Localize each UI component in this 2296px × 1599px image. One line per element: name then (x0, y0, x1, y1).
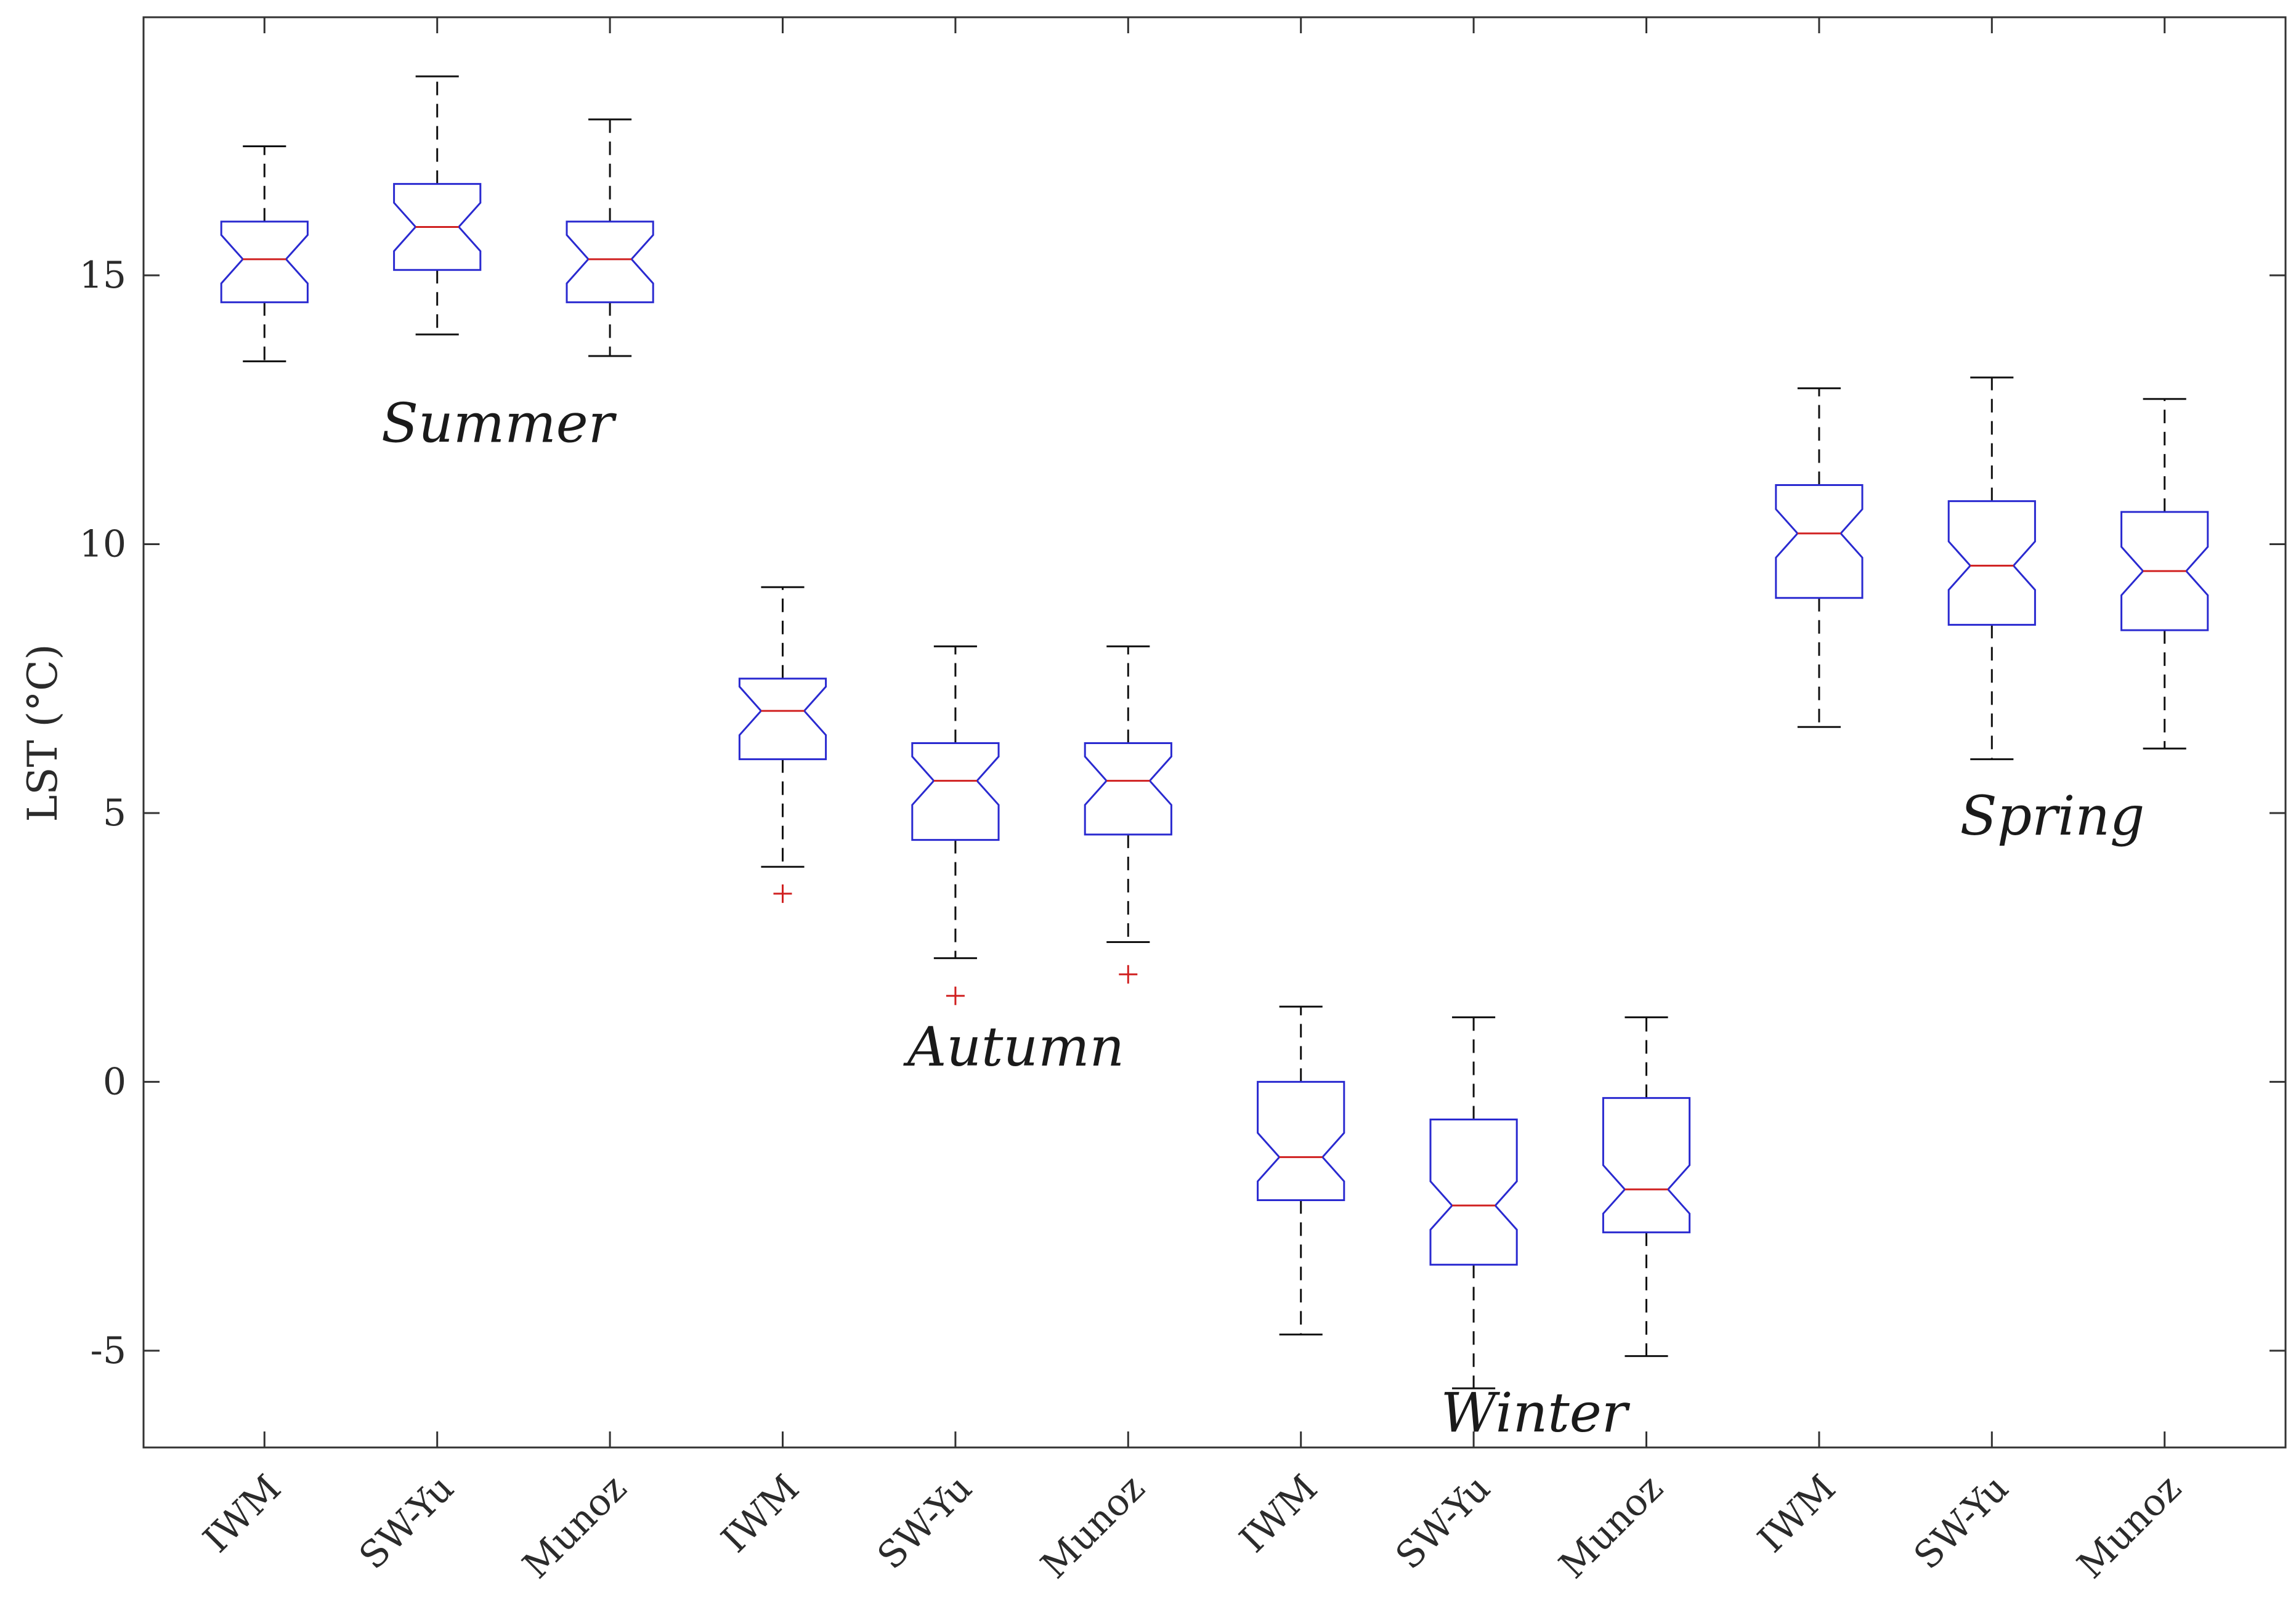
y-tick-label: 10 (79, 522, 126, 565)
x-tick-label: IWM (713, 1467, 808, 1561)
box-winter-iwm (1257, 1005, 1345, 1336)
box-winter-munoz (1602, 1016, 1691, 1358)
boxes-layer (220, 75, 2209, 1390)
x-tick-label: Munoz (514, 1467, 635, 1587)
box-summer-iwm (220, 145, 309, 363)
box-summer-sw-yu (393, 75, 482, 336)
x-tick-label: IWM (1231, 1467, 1326, 1561)
notched-box (1602, 1097, 1691, 1234)
notched-box (2120, 511, 2209, 631)
box-autumn-sw-yu (911, 645, 1000, 1005)
season-label-summer: Summer (381, 392, 617, 455)
season-label-autumn: Autumn (903, 1015, 1124, 1079)
x-tick-label: Munoz (2069, 1467, 2189, 1587)
box-autumn-iwm (738, 586, 827, 903)
x-tick-label: SW-Yu (1387, 1467, 1498, 1577)
box-autumn-munoz (1084, 645, 1172, 984)
x-tick-label: Munoz (1032, 1467, 1153, 1587)
y-tick-label: -5 (91, 1329, 126, 1372)
notched-box (1257, 1080, 1345, 1201)
notched-box (393, 183, 482, 271)
notched-box (1429, 1119, 1518, 1266)
box-spring-sw-yu (1947, 376, 2036, 761)
season-label-winter: Winter (1441, 1381, 1631, 1444)
x-tick-label: SW-Yu (351, 1467, 462, 1577)
y-axis-title: LST (°C) (19, 644, 67, 822)
notched-box (1947, 500, 2036, 626)
box-summer-munoz (566, 118, 654, 357)
labels-layer: Summer Autumn Winter Spring (381, 392, 2145, 1444)
notched-box (911, 742, 1000, 841)
x-tick-label: IWM (1750, 1467, 1844, 1561)
plot-area (142, 16, 2287, 1449)
box-winter-sw-yu (1429, 1016, 1518, 1390)
notched-box (738, 678, 827, 761)
notched-box (220, 221, 309, 304)
season-label-spring: Spring (1960, 784, 2145, 848)
box-spring-munoz (2120, 398, 2209, 750)
x-tick-label: SW-Yu (869, 1467, 980, 1577)
y-tick-label: 0 (103, 1060, 126, 1103)
box-spring-iwm (1775, 387, 1864, 728)
x-tick-label: SW-Yu (1906, 1467, 2017, 1577)
y-tick-label: 5 (103, 791, 126, 835)
x-tick-label: IWM (195, 1467, 290, 1561)
x-tick-label: Munoz (1551, 1467, 1671, 1587)
notched-box (1775, 484, 1864, 599)
notched-box (1084, 742, 1172, 836)
notched-box (566, 221, 654, 304)
y-tick-label: 15 (79, 254, 126, 297)
